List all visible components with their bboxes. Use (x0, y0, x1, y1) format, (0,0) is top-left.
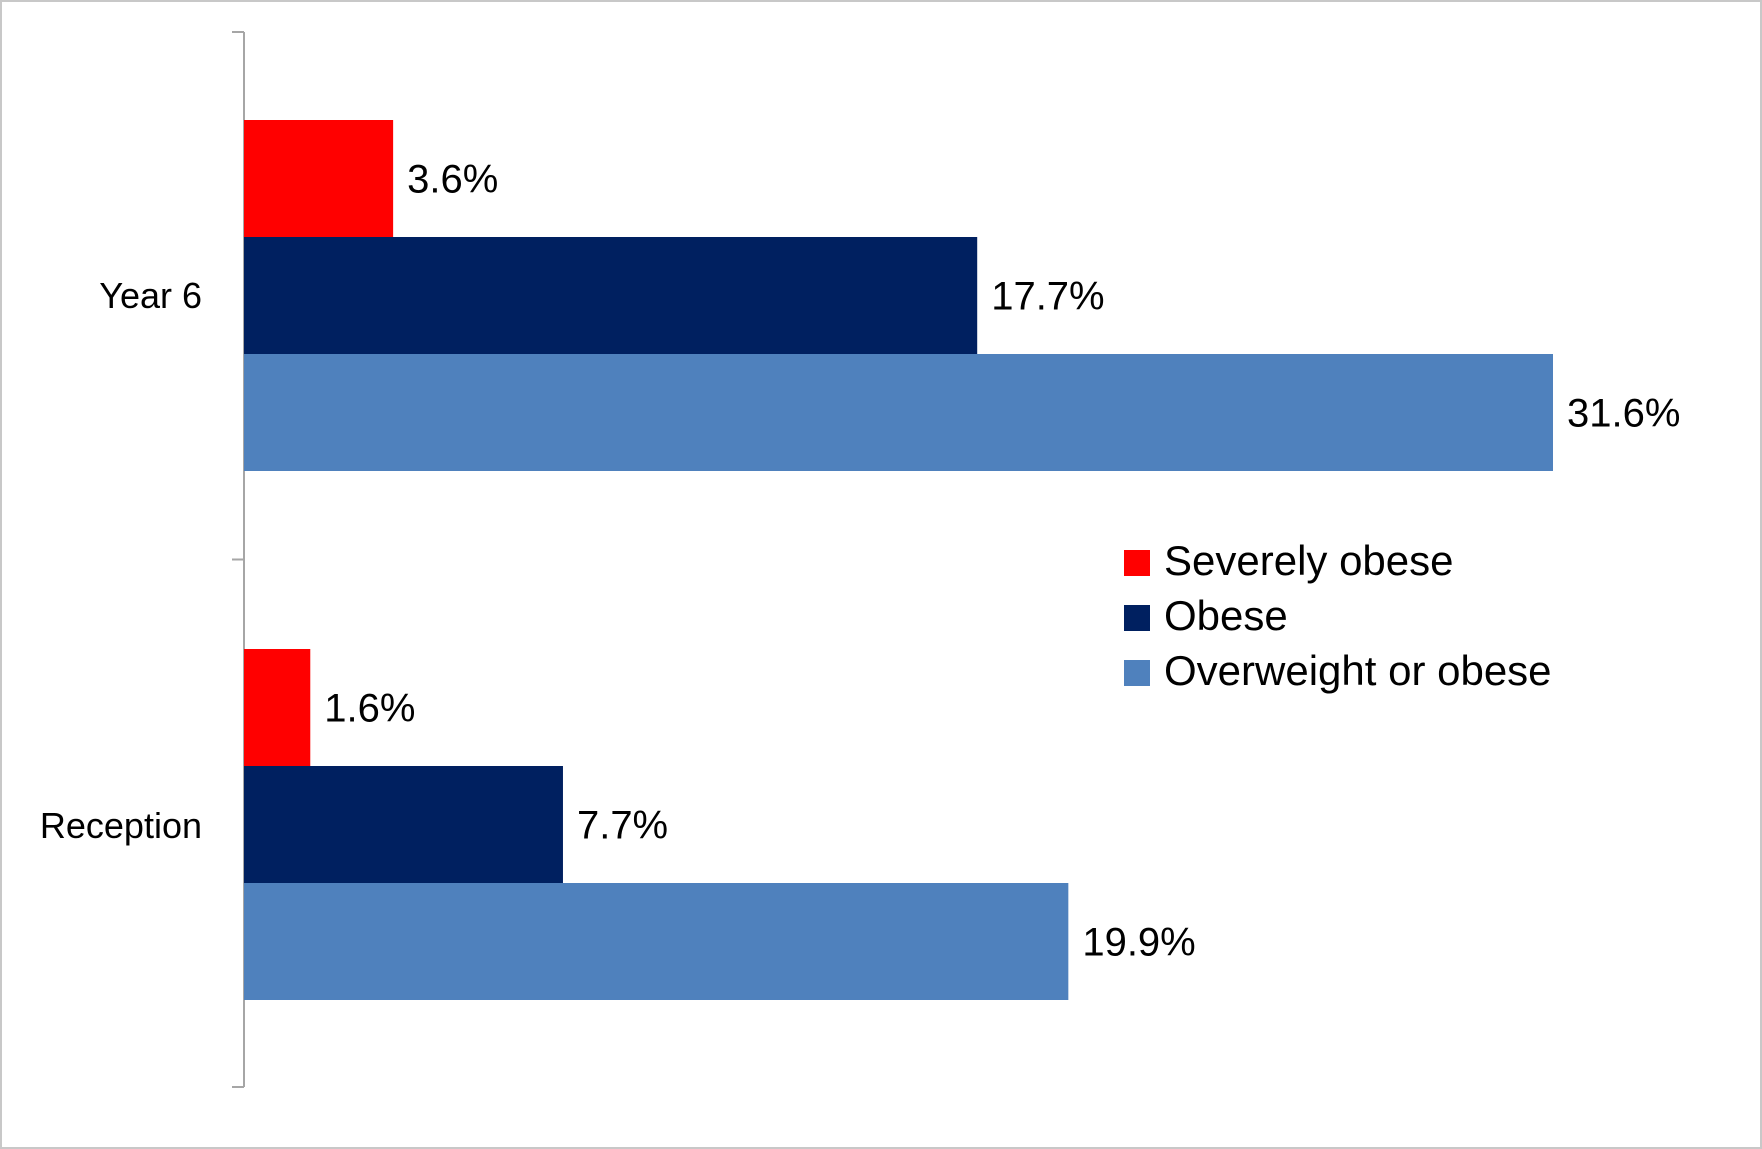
data-label: 1.6% (324, 687, 415, 731)
bar-overweight-or-obese-year-6 (244, 354, 1553, 471)
legend-swatch (1124, 550, 1150, 576)
legend-label: Overweight or obese (1164, 647, 1552, 694)
legend-label: Severely obese (1164, 537, 1454, 584)
category-label: Reception (40, 805, 202, 846)
legend-label: Obese (1164, 592, 1288, 639)
data-label: 19.9% (1082, 921, 1195, 965)
bar-obese-year-6 (244, 237, 978, 354)
legend: Severely obese Obese Overweight or obese (1124, 537, 1552, 694)
data-labels: 3.6% 17.7% 31.6% 1.6% 7.7% 19.9% (324, 158, 1680, 965)
bar-severely-obese-year-6 (244, 120, 394, 237)
bar-overweight-or-obese-reception (244, 883, 1069, 1000)
category-label: Year 6 (99, 275, 202, 316)
data-label: 17.7% (991, 275, 1104, 319)
data-label: 3.6% (407, 158, 498, 202)
bar-obese-reception (244, 766, 563, 883)
data-label: 31.6% (1567, 392, 1680, 436)
legend-swatch (1124, 605, 1150, 631)
data-label: 7.7% (577, 804, 668, 848)
bars (244, 120, 1553, 1000)
legend-swatch (1124, 660, 1150, 686)
bar-severely-obese-reception (244, 649, 311, 766)
category-labels: Year 6 Reception (40, 275, 202, 846)
